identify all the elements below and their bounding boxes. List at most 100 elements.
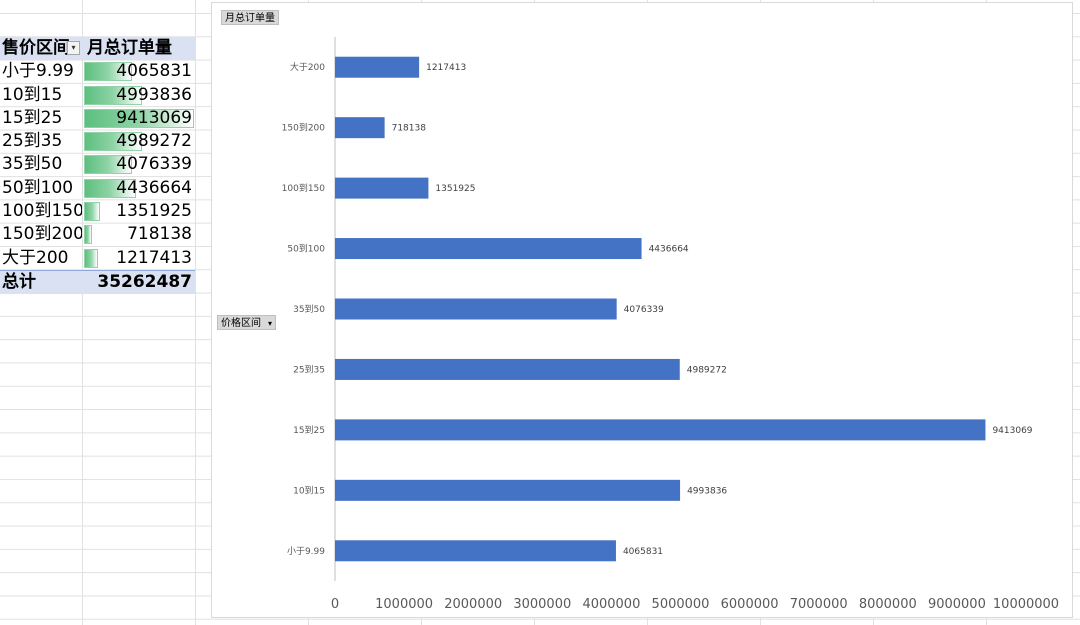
pivot-row-label: 大于200 — [2, 247, 69, 268]
pivot-row[interactable]: 150到200 718138 — [0, 223, 195, 246]
data-bar — [84, 132, 143, 152]
pivot-row-value-cell: 4436664 — [83, 177, 194, 200]
pivot-row-value-cell: 1351925 — [83, 200, 194, 223]
axis-field-button[interactable]: 价格区间 ▾ — [217, 315, 276, 330]
pivot-row[interactable]: 50到100 4436664 — [0, 177, 195, 200]
data-bar — [84, 85, 143, 105]
pivot-header-row: 售价区间 ▾ 月总订单量 — [0, 37, 195, 61]
value-tick-label: 2000000 — [444, 597, 502, 612]
value-tick-label: 7000000 — [790, 597, 848, 612]
category-tick-label: 100到150 — [282, 182, 326, 194]
data-label: 9413069 — [992, 426, 1032, 436]
pivot-row-value: 4993836 — [116, 84, 192, 105]
value-tick-label: 8000000 — [859, 597, 917, 612]
data-label: 4989272 — [687, 365, 727, 375]
category-tick-label: 25到35 — [293, 363, 325, 375]
filter-dropdown-icon[interactable]: ▾ — [67, 41, 80, 55]
pivot-row-label: 15到25 — [2, 107, 63, 128]
pivot-header-price-range[interactable]: 售价区间 — [2, 38, 70, 58]
axis-field-label: 价格区间 — [221, 318, 261, 329]
value-field-button[interactable]: 月总订单量 — [221, 10, 279, 25]
pivot-row[interactable]: 35到50 4076339 — [0, 153, 195, 176]
pivot-row-value-cell: 9413069 — [83, 107, 194, 130]
pivot-row-value: 9413069 — [116, 107, 192, 128]
pivot-row-value-cell: 1217413 — [83, 247, 194, 270]
pivot-row-value: 4989272 — [116, 131, 192, 152]
bar — [335, 117, 385, 139]
bar — [335, 419, 986, 441]
pivot-row-label: 35到50 — [2, 154, 63, 175]
data-label: 4993836 — [687, 486, 727, 496]
category-tick-label: 150到200 — [282, 122, 326, 134]
bar — [335, 358, 680, 380]
category-tick-label: 大于200 — [290, 61, 325, 73]
bar — [335, 56, 420, 78]
pivot-row-value: 718138 — [127, 224, 192, 245]
pivot-row[interactable]: 25到35 4989272 — [0, 130, 195, 153]
pivot-row-label: 25到35 — [2, 131, 63, 152]
data-label: 1351925 — [435, 184, 475, 194]
value-tick-label: 3000000 — [513, 597, 571, 612]
data-label: 4065831 — [623, 547, 663, 557]
pivot-total-label: 总计 — [2, 271, 36, 292]
category-tick-label: 15到25 — [293, 424, 325, 436]
pivot-row[interactable]: 100到150 1351925 — [0, 200, 195, 223]
pivot-chart[interactable]: 月总订单量 价格区间 ▾ 小于9.99 4065831 10到15 4993836 15… — [211, 2, 1073, 618]
data-bar — [84, 178, 136, 198]
pivot-row-label: 小于9.99 — [2, 61, 74, 82]
data-label: 1217413 — [426, 63, 466, 73]
data-bar — [84, 202, 100, 222]
value-tick-label: 10000000 — [993, 597, 1059, 612]
data-bar — [84, 108, 194, 128]
pivot-row[interactable]: 小于9.99 4065831 — [0, 60, 195, 83]
pivot-header-monthly-orders[interactable]: 月总订单量 — [83, 37, 194, 60]
value-tick-label: 1000000 — [375, 597, 433, 612]
pivot-header-monthly-orders-label: 月总订单量 — [87, 38, 172, 58]
axis-field-dropdown-icon[interactable]: ▾ — [267, 319, 272, 328]
data-bar — [84, 62, 132, 82]
value-tick-label: 9000000 — [928, 597, 986, 612]
pivot-row-value-cell: 718138 — [83, 223, 194, 246]
data-bar — [84, 225, 93, 245]
pivot-row-label: 50到100 — [2, 177, 74, 198]
bar — [335, 177, 429, 199]
data-bar — [84, 248, 99, 268]
pivot-row-value: 4076339 — [116, 154, 192, 175]
bar — [335, 298, 617, 320]
value-tick-label: 5000000 — [652, 597, 710, 612]
data-label: 4076339 — [624, 305, 664, 315]
bar — [335, 238, 642, 260]
pivot-row-label: 150到200 — [2, 224, 82, 245]
pivot-row-value-cell: 4993836 — [83, 84, 194, 107]
bar — [335, 540, 616, 562]
pivot-total-row[interactable]: 总计 35262487 — [0, 269, 195, 295]
pivot-row-value-cell: 4989272 — [83, 130, 194, 153]
pivot-row-value-cell: 4076339 — [83, 153, 194, 176]
pivot-row-value: 4065831 — [116, 61, 192, 82]
data-bar — [84, 155, 132, 175]
category-tick-label: 50到100 — [287, 243, 325, 255]
pivot-row[interactable]: 大于200 1217413 — [0, 247, 195, 270]
pivot-row-label: 10到15 — [2, 84, 63, 105]
data-label: 4436664 — [649, 245, 689, 255]
pivot-row-label: 100到150 — [2, 201, 82, 222]
pivot-row-value: 4436664 — [116, 177, 192, 198]
category-tick-label: 10到15 — [293, 484, 325, 496]
value-tick-label: 0 — [331, 597, 339, 612]
pivot-row[interactable]: 15到25 9413069 — [0, 107, 195, 130]
bar — [335, 479, 681, 501]
value-tick-label: 4000000 — [582, 597, 640, 612]
pivot-row-value-cell: 4065831 — [83, 60, 194, 83]
pivot-table: 售价区间 ▾ 月总订单量 小于9.99 4065831 10到15 4993836 15… — [0, 37, 195, 295]
pivot-total-cell: 35262487 — [83, 271, 194, 294]
pivot-rows: 小于9.99 4065831 10到15 4993836 15到25 9413069 25到… — [0, 60, 195, 270]
bar-chart-svg: 小于9.99 4065831 10到15 4993836 15到25 9413069 25到… — [282, 37, 1059, 612]
category-tick-label: 小于9.99 — [287, 546, 325, 557]
category-tick-label: 35到50 — [293, 303, 325, 315]
pivot-row-value: 1351925 — [116, 201, 192, 222]
value-tick-label: 6000000 — [721, 597, 779, 612]
pivot-row[interactable]: 10到15 4993836 — [0, 84, 195, 107]
pivot-total-value: 35262487 — [97, 271, 192, 292]
data-label: 718138 — [392, 124, 427, 134]
pivot-row-value: 1217413 — [116, 247, 192, 268]
